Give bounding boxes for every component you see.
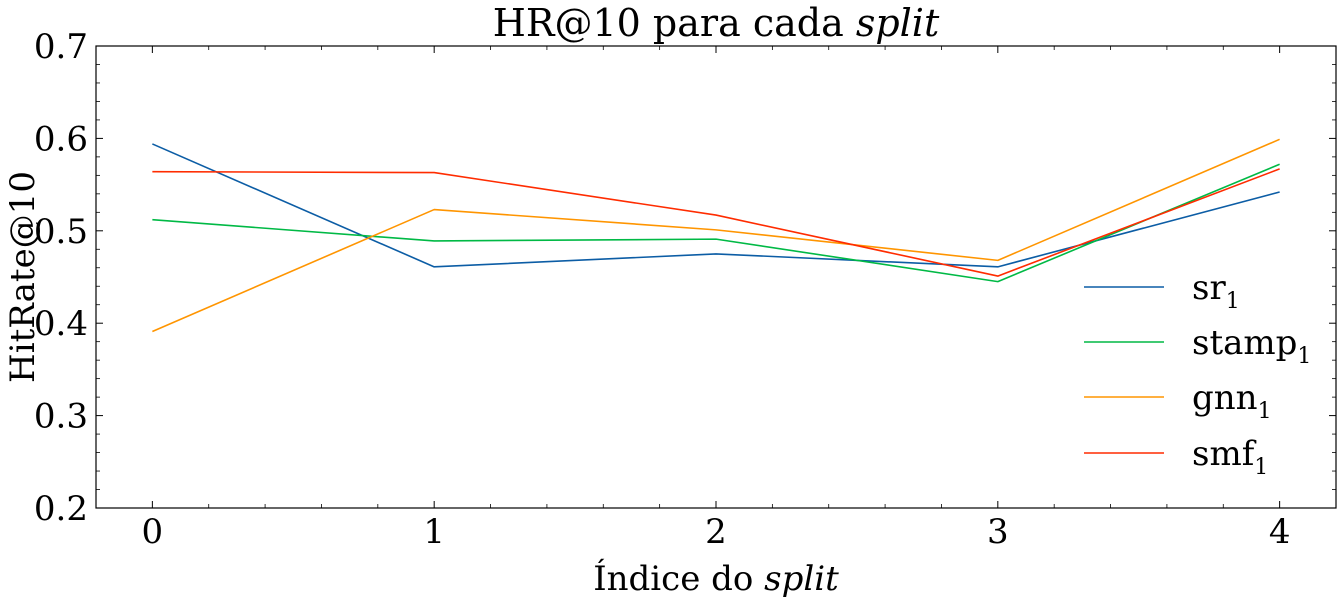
chart-title-italic: split (856, 1, 940, 45)
axis-ticks: 0 1 2 3 4 0.2 0.3 0.4 0.5 0.6 0.7 (34, 27, 1337, 552)
y-tick-label: 0.6 (34, 119, 88, 159)
legend-label-main: sr (1192, 268, 1226, 308)
legend-label-subscript: 1 (1226, 289, 1240, 314)
legend-label-subscript: 1 (1258, 399, 1272, 424)
x-tick-label: 0 (142, 512, 164, 552)
series-group (152, 138, 1280, 333)
x-tick-label: 1 (423, 512, 445, 552)
y-axis-title: HitRate@10 (3, 171, 43, 383)
legend-label-gnn: gnn1 (1192, 378, 1272, 424)
legend-label-sr: sr1 (1192, 268, 1240, 314)
legend-label-subscript: 1 (1297, 344, 1311, 369)
legend-label-main: gnn (1192, 378, 1258, 418)
series-line-stamp (152, 163, 1280, 283)
x-axis-title-text: Índice do (593, 558, 753, 599)
y-tick-label: 0.3 (34, 397, 88, 437)
series-line-smf (152, 168, 1280, 277)
plot-frame (95, 45, 1337, 509)
x-tick-label: 3 (987, 512, 1009, 552)
y-tick-label: 0.5 (34, 212, 88, 252)
y-tick-label: 0.7 (34, 27, 88, 67)
series-line-gnn (152, 138, 1280, 333)
chart-title-text: HR@10 para cada (493, 1, 844, 45)
y-tick-label: 0.2 (34, 489, 88, 529)
x-axis-title-italic: split (764, 559, 839, 599)
x-tick-label: 2 (705, 512, 727, 552)
legend-label-subscript: 1 (1254, 455, 1268, 480)
legend-label-main: stamp (1192, 323, 1297, 363)
series-line-sr (152, 143, 1280, 268)
legend-label-stamp: stamp1 (1192, 323, 1311, 369)
legend-label-main: smf (1192, 434, 1257, 474)
x-tick-label: 4 (1269, 512, 1291, 552)
y-tick-label: 0.4 (34, 304, 88, 344)
legend-label-smf: smf1 (1192, 434, 1268, 480)
chart-title: HR@10 para cada split (493, 1, 940, 45)
x-axis-title: Índice do split (593, 558, 839, 599)
